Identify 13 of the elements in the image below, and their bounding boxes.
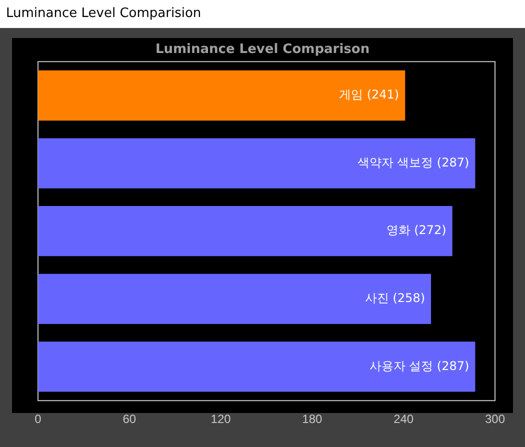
data-label: 색약자 색보정 (287) — [357, 155, 470, 170]
text: Luminance Level Comparision — [0, 0, 525, 28]
chart-title: Luminance Level Comparison — [155, 42, 370, 58]
data-label: 사진 (258) — [364, 291, 426, 306]
x-tick-label: 60 — [122, 412, 136, 426]
x-tick-label: 240 — [394, 412, 414, 426]
data-label: 영화 (272) — [386, 223, 446, 238]
x-tick-label: 300 — [484, 412, 506, 426]
x-tick-label: 120 — [210, 412, 232, 426]
x-tick-label: 180 — [302, 412, 323, 426]
data-label: 사용자 설정 (287) — [369, 358, 470, 373]
data-label: 게임 (241) — [339, 88, 400, 102]
x-tick-label: 0 — [34, 412, 42, 426]
